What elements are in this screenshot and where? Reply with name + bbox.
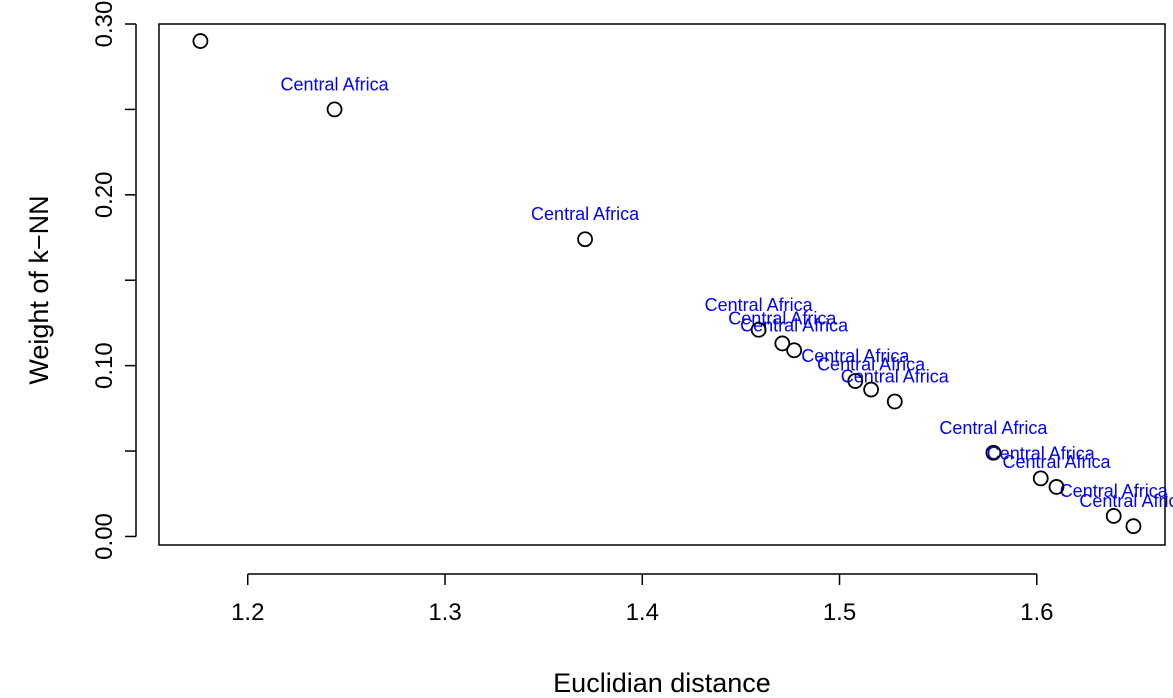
x-tick-label: 1.4 [626, 599, 659, 626]
point-label: Central Africa [841, 367, 950, 387]
point-label: Central Africa [531, 204, 640, 224]
x-axis-title: Euclidian distance [553, 668, 771, 698]
point-label: Central Africa [1079, 491, 1173, 511]
data-point [886, 393, 903, 410]
data-point [1105, 508, 1122, 524]
data-point [577, 231, 593, 248]
y-tick-label: 0.10 [91, 342, 118, 389]
data-point [786, 342, 803, 359]
point-label: Central Africa [1060, 481, 1169, 501]
point-label: Central Africa [817, 355, 926, 375]
data-point [326, 101, 343, 118]
x-tick-label: 1.5 [823, 599, 856, 626]
data-point [1125, 518, 1142, 535]
y-axis-title: Weight of k−NN [24, 195, 54, 384]
point-label: Central Africa [705, 295, 814, 315]
data-points [192, 33, 1142, 535]
x-axis: 1.2 1.3 1.4 1.5 1.6 [231, 573, 1053, 626]
point-label: Central Africa [281, 74, 390, 94]
x-tick-label: 1.3 [428, 599, 461, 626]
point-label: Central Africa [801, 346, 910, 366]
plot-area-frame [158, 23, 1166, 546]
y-tick-label: 0.20 [91, 171, 118, 218]
data-point [847, 373, 864, 389]
data-point [774, 335, 791, 352]
point-label: Central Africa [987, 443, 1096, 463]
y-tick-label: 0.00 [91, 513, 118, 560]
x-tick-label: 1.2 [231, 599, 264, 626]
point-label: Central Africa [1002, 452, 1111, 472]
data-point [750, 321, 767, 338]
x-tick-label: 1.6 [1020, 599, 1053, 626]
point-label: Central Africa [740, 315, 849, 335]
data-point [1032, 470, 1049, 487]
data-point [192, 33, 209, 49]
data-point [863, 381, 879, 398]
y-tick-label: 0.30 [91, 1, 118, 48]
data-point [985, 444, 1002, 461]
y-axis: 0.00 0.10 0.20 0.30 [91, 1, 137, 560]
point-label: Central Africa [939, 418, 1048, 438]
data-point [1048, 479, 1065, 495]
